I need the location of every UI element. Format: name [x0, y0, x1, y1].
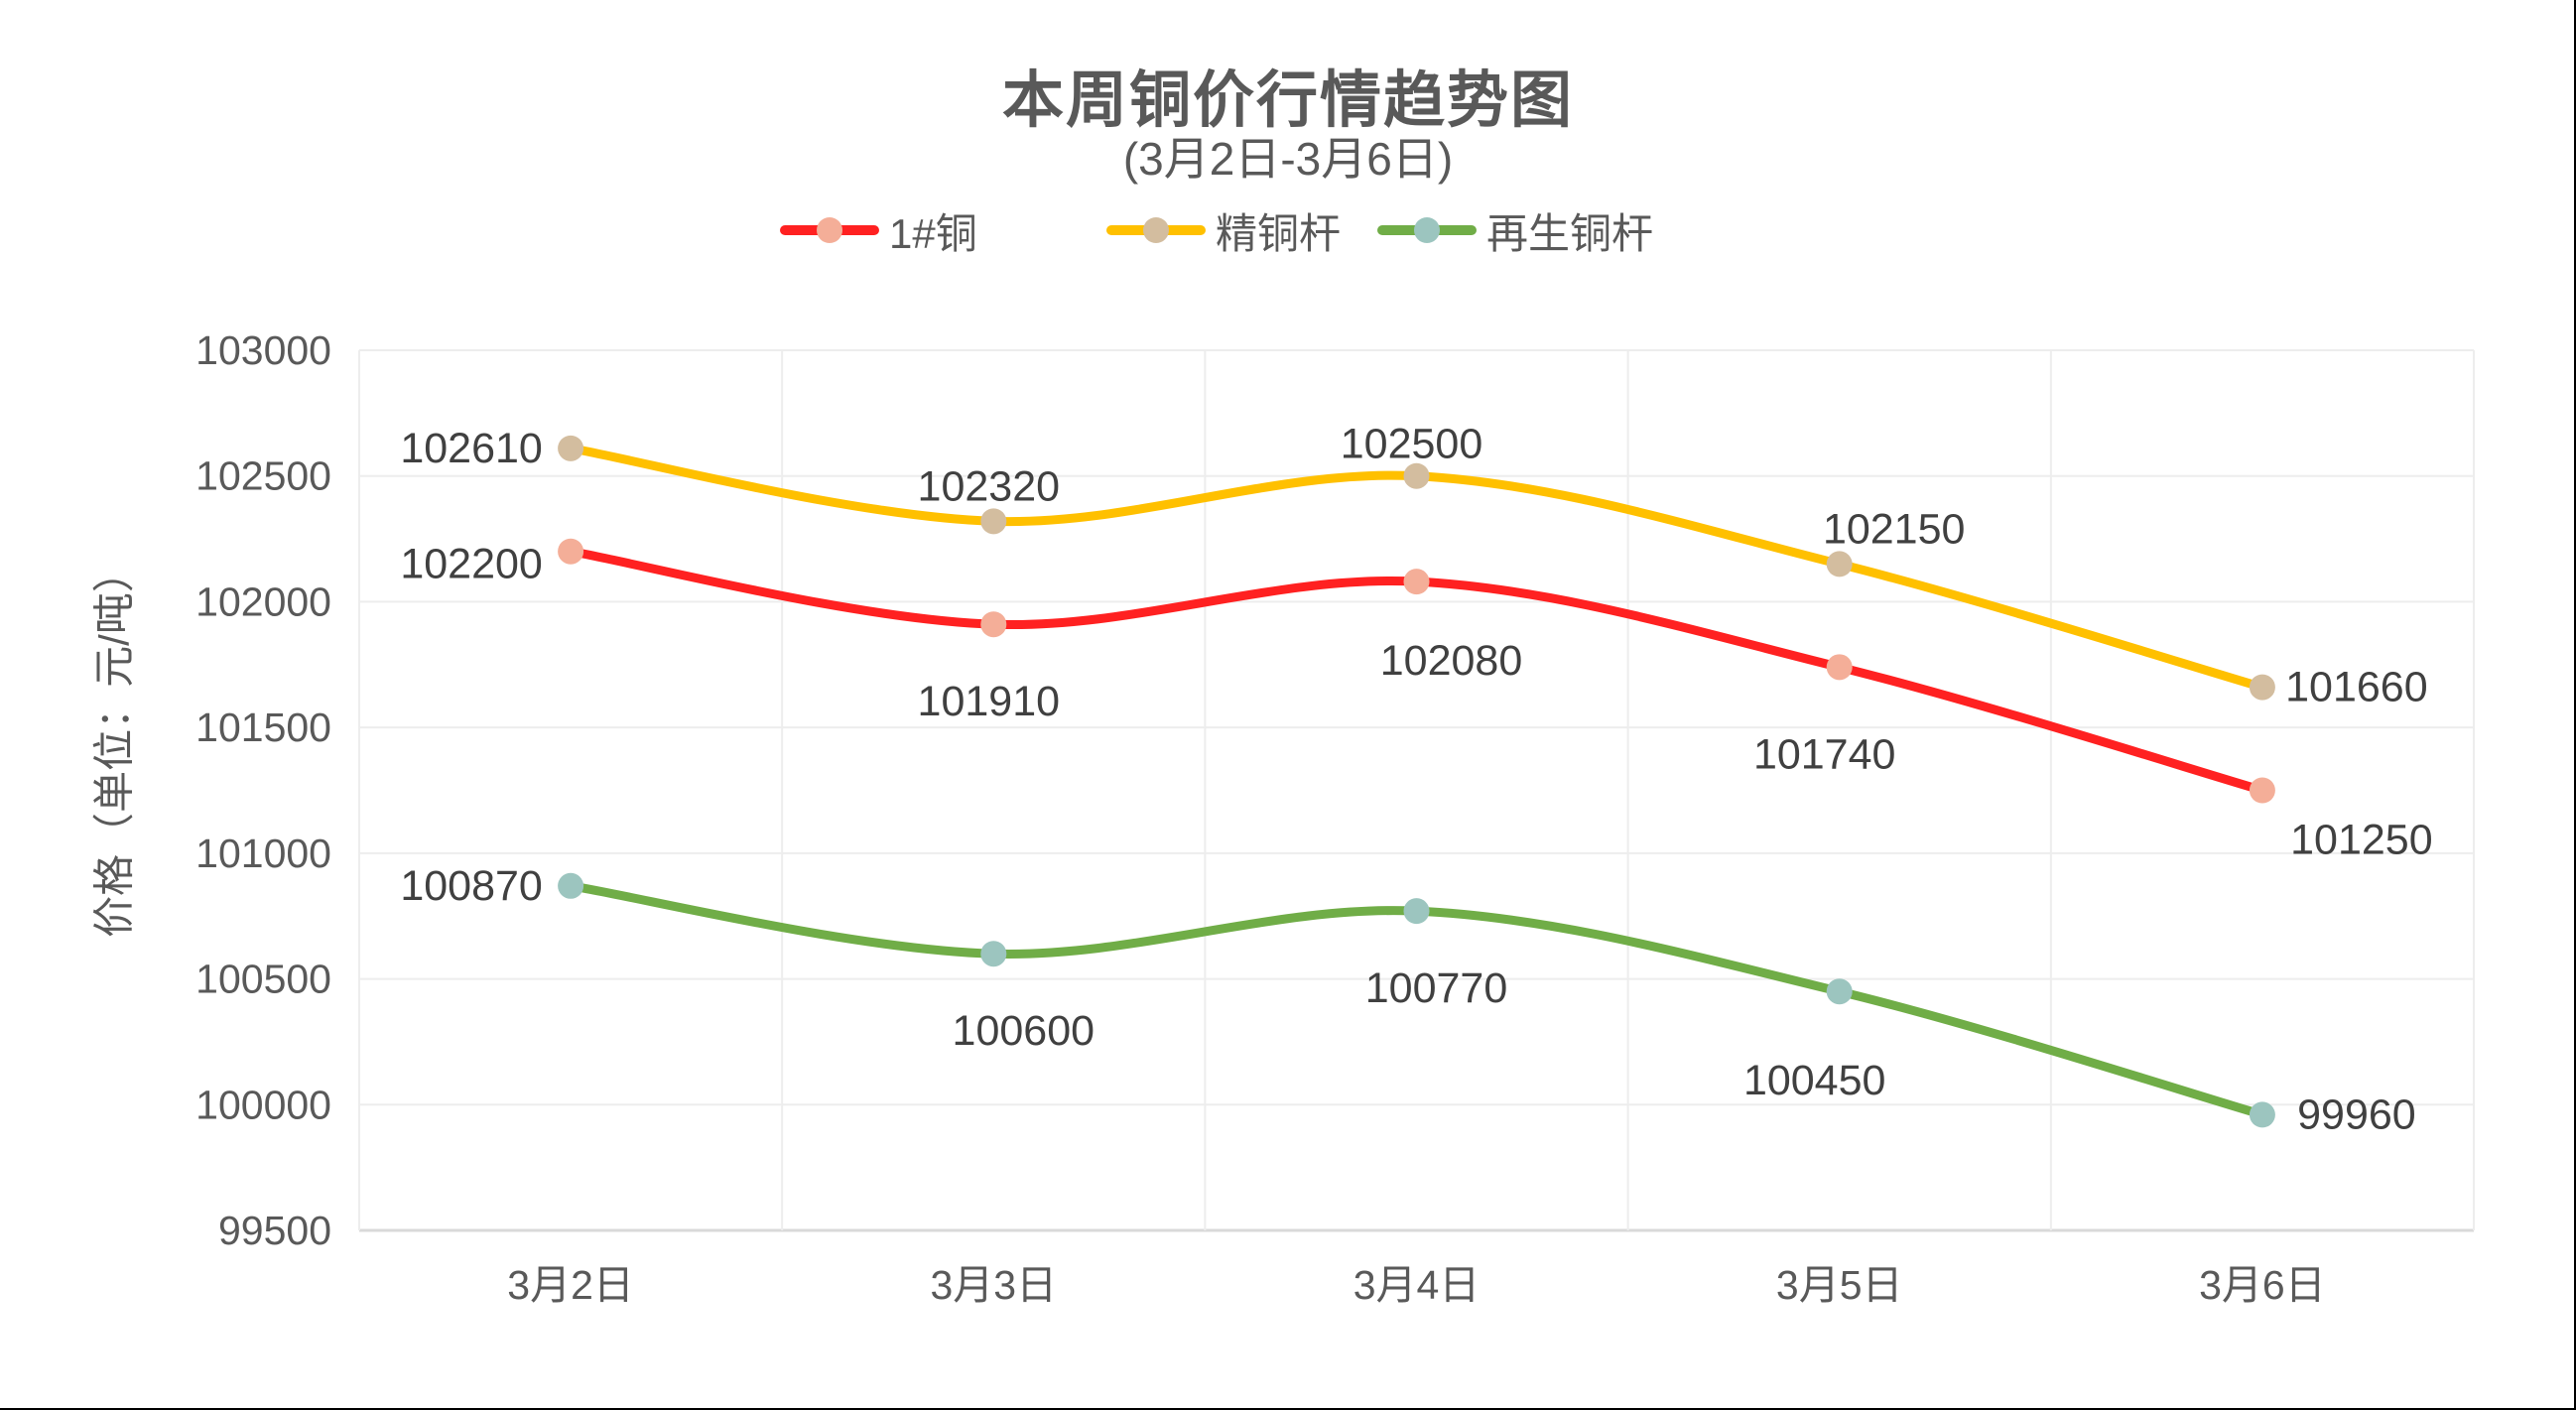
data-label: 99960: [2297, 1090, 2416, 1138]
data-label: 101910: [918, 678, 1061, 725]
data-labels: 102200 101910 102080 101740 101250 102610 1023…: [400, 421, 2432, 1139]
data-point-marker: [1826, 551, 1853, 577]
data-point-marker: [2249, 777, 2275, 804]
legend-label: 精铜杆: [1216, 209, 1342, 257]
y-tick-label: 101500: [195, 705, 331, 750]
x-tick-label: 3月4日: [1353, 1262, 1481, 1308]
legend-line-marker-icon: [1106, 202, 1206, 258]
x-tick-label: 3月3日: [930, 1262, 1057, 1308]
data-label: 102080: [1380, 637, 1523, 685]
data-point-marker: [1403, 569, 1430, 595]
series-lines: [558, 435, 2275, 1128]
data-point-marker: [558, 538, 584, 565]
legend-label: 再生铜杆: [1486, 209, 1654, 257]
data-point-marker: [558, 872, 584, 899]
y-tick-label: 103000: [195, 327, 331, 373]
y-tick-label: 102000: [195, 578, 331, 624]
y-tick-label: 101000: [195, 831, 331, 876]
x-tick-label: 3月6日: [2199, 1262, 2326, 1308]
data-point-marker: [2249, 1101, 2275, 1128]
data-label: 102500: [1341, 421, 1483, 468]
data-label: 100450: [1743, 1057, 1886, 1104]
y-tick-label: 100000: [195, 1082, 331, 1127]
data-label: 102150: [1823, 505, 1966, 553]
data-label: 101740: [1753, 730, 1896, 778]
data-point-marker: [1403, 462, 1430, 489]
chart-title: 本周铜价行情趋势图: [1001, 66, 1574, 135]
x-tick-label: 3月5日: [1776, 1262, 1903, 1308]
data-label: 101250: [2290, 817, 2433, 864]
y-tick-label: 102500: [195, 453, 331, 499]
data-point-marker: [2249, 674, 2275, 701]
data-point-marker: [1826, 654, 1853, 681]
y-tick-label: 99500: [218, 1208, 331, 1253]
legend-line-marker-icon: [1377, 202, 1477, 258]
data-point-marker: [1403, 898, 1430, 925]
data-label: 100600: [953, 1007, 1095, 1055]
gridlines: [358, 349, 2475, 1232]
data-point-marker: [980, 508, 1007, 535]
data-label: 100870: [400, 862, 543, 910]
y-tick-label: 100500: [195, 957, 331, 1002]
data-label: 102320: [918, 462, 1061, 510]
data-point-marker: [1826, 978, 1853, 1005]
data-label: 102200: [400, 541, 543, 588]
y-axis-ticks: 103000 102500 102000 101500 101000 100500 1000…: [195, 327, 331, 1253]
legend-item-1-copper[interactable]: 1#铜: [780, 202, 977, 258]
data-point-marker: [980, 611, 1007, 638]
x-axis-ticks: 3月2日 3月3日 3月4日 3月5日 3月6日: [507, 1262, 2325, 1308]
legend-label: 1#铜: [889, 209, 977, 257]
data-label: 101660: [2285, 664, 2428, 711]
data-label: 100770: [1365, 964, 1508, 1012]
data-label: 102610: [400, 425, 543, 472]
data-point-marker: [980, 941, 1007, 967]
x-tick-label: 3月2日: [507, 1262, 634, 1308]
legend-line-marker-icon: [780, 202, 879, 258]
legend-item-recycled-copper-rod[interactable]: 再生铜杆: [1377, 202, 1653, 258]
chart-subtitle: (3月2日-3月6日): [1122, 133, 1454, 185]
legend-item-refined-copper-rod[interactable]: 精铜杆: [1106, 202, 1341, 258]
data-point-marker: [558, 435, 584, 461]
